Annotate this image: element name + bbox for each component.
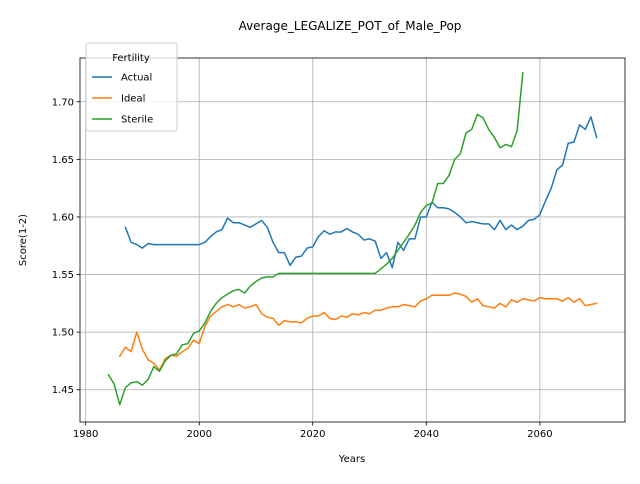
legend: Fertility Actual Ideal Sterile <box>85 42 178 132</box>
legend-title: Fertility <box>112 53 150 64</box>
legend-label-actual: Actual <box>121 73 152 84</box>
chart-title: Average_LEGALIZE_POT_of_Male_Pop <box>239 19 462 33</box>
plot-frame <box>79 57 626 423</box>
series-line-sterile <box>107 72 524 406</box>
series-line-actual <box>124 116 598 269</box>
x-tick-label: 1980 <box>73 429 98 440</box>
y-axis-ticks: 1.45 1.50 1.55 1.60 1.65 1.70 <box>52 97 80 396</box>
y-tick-label: 1.50 <box>52 328 74 339</box>
y-axis-label: Score(1-2) <box>18 214 29 266</box>
series-lines <box>107 72 598 406</box>
x-tick-label: 2060 <box>527 429 552 440</box>
y-tick-label: 1.45 <box>52 385 74 396</box>
y-tick-label: 1.70 <box>52 97 74 108</box>
x-axis-ticks: 1980 2000 2020 2040 2060 <box>73 422 553 440</box>
x-tick-label: 2040 <box>414 429 439 440</box>
legend-label-sterile: Sterile <box>121 115 153 126</box>
x-tick-label: 2000 <box>186 429 211 440</box>
legend-label-ideal: Ideal <box>121 94 145 105</box>
y-tick-label: 1.65 <box>52 155 74 166</box>
series-line-ideal <box>118 292 598 371</box>
x-tick-label: 2020 <box>300 429 325 440</box>
y-tick-label: 1.60 <box>52 212 74 223</box>
legend-box <box>85 42 178 132</box>
y-tick-label: 1.55 <box>52 270 74 281</box>
x-axis-label: Years <box>338 454 365 465</box>
